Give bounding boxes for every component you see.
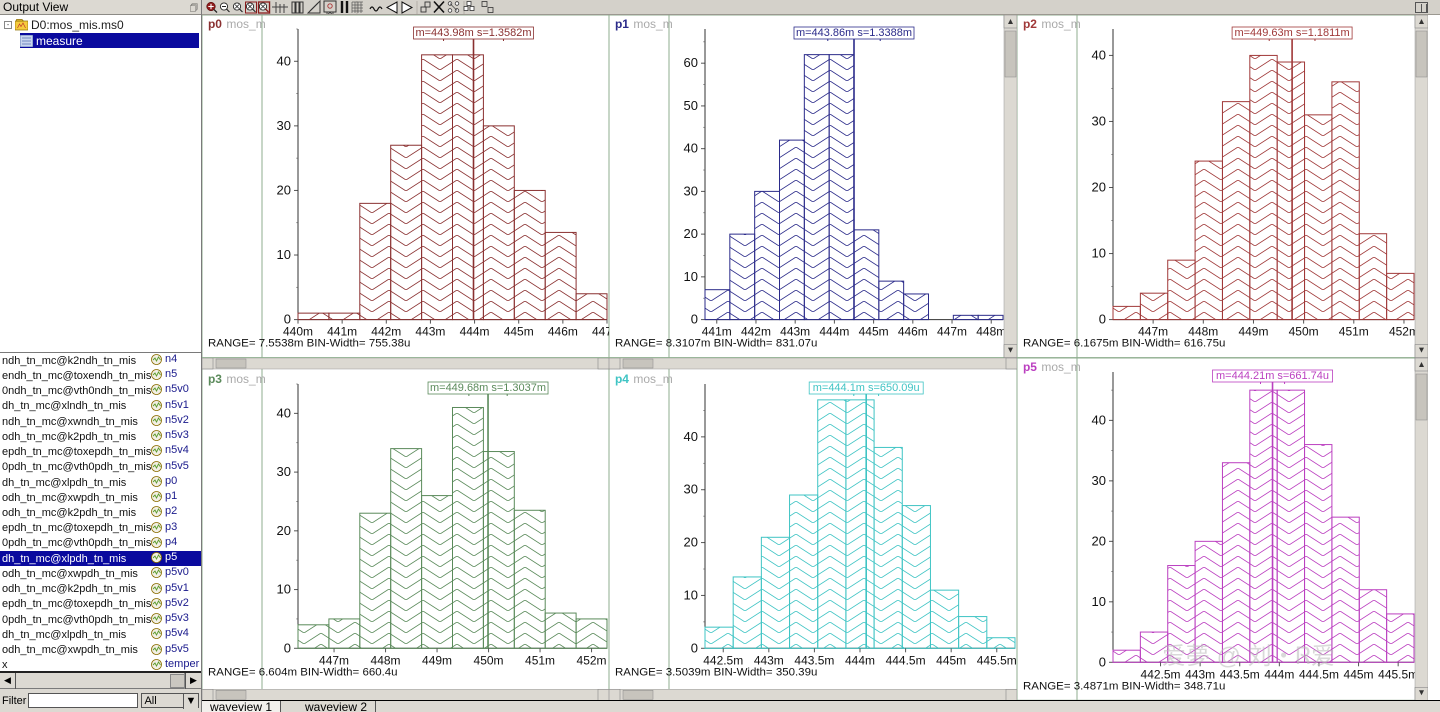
- svg-text:20: 20: [684, 226, 698, 241]
- svg-text:10: 10: [1092, 593, 1106, 608]
- svg-text:RANGE= 8.3107m BIN-Width= 831: RANGE= 8.3107m BIN-Width= 831.07u: [615, 338, 817, 350]
- svg-text:m=444.1m s=650.09u: m=444.1m s=650.09u: [813, 382, 920, 394]
- svg-text:447m: 447m: [592, 325, 609, 339]
- svg-text:449m: 449m: [422, 653, 452, 667]
- svg-text:0: 0: [691, 312, 698, 327]
- svg-text:451m: 451m: [525, 653, 555, 667]
- svg-text:445.5m: 445.5m: [1378, 667, 1418, 681]
- svg-text:446m: 446m: [548, 325, 578, 339]
- svg-text:p0: p0: [208, 17, 222, 31]
- svg-text:442.5m: 442.5m: [703, 653, 743, 667]
- svg-text:20: 20: [684, 534, 698, 549]
- svg-text:444.5m: 444.5m: [1299, 667, 1339, 681]
- svg-text:443.5m: 443.5m: [794, 653, 834, 667]
- svg-text:p2: p2: [1023, 17, 1037, 31]
- svg-text:442m: 442m: [371, 325, 401, 339]
- svg-text:442m: 442m: [741, 325, 771, 339]
- svg-text:447m: 447m: [937, 325, 967, 339]
- svg-text:444m: 444m: [845, 653, 875, 667]
- svg-text:RANGE= 7.5538m BIN-Width= 755: RANGE= 7.5538m BIN-Width= 755.38u: [208, 338, 410, 350]
- svg-text:30: 30: [1092, 472, 1106, 487]
- svg-text:30: 30: [684, 183, 698, 198]
- svg-text:442.5m: 442.5m: [1141, 667, 1181, 681]
- svg-text:441m: 441m: [702, 325, 732, 339]
- svg-text:30: 30: [277, 464, 291, 479]
- svg-text:30: 30: [684, 481, 698, 496]
- svg-text:30: 30: [1092, 113, 1106, 128]
- svg-text:60: 60: [684, 55, 698, 70]
- svg-text:448m: 448m: [1188, 325, 1218, 339]
- svg-text:443m: 443m: [754, 653, 784, 667]
- svg-text:450m: 450m: [474, 653, 504, 667]
- svg-text:mos_m: mos_m: [633, 17, 672, 31]
- svg-text:20: 20: [1092, 533, 1106, 548]
- svg-text:443m: 443m: [780, 325, 810, 339]
- svg-text:448m: 448m: [371, 653, 401, 667]
- svg-text:p4: p4: [615, 372, 629, 386]
- svg-text:m=443.86m s=1.3388m: m=443.86m s=1.3388m: [796, 27, 912, 39]
- svg-text:p3: p3: [208, 372, 222, 386]
- svg-text:441m: 441m: [327, 325, 357, 339]
- svg-text:m=443.98m s=1.3582m: m=443.98m s=1.3582m: [415, 27, 531, 39]
- svg-text:10: 10: [684, 269, 698, 284]
- svg-text:RANGE= 6.604m BIN-Width= 660.: RANGE= 6.604m BIN-Width= 660.4u: [208, 666, 398, 678]
- svg-text:RANGE= 3.5039m BIN-Width= 350: RANGE= 3.5039m BIN-Width= 350.39u: [615, 666, 817, 678]
- svg-text:p1: p1: [615, 17, 629, 31]
- svg-text:443m: 443m: [415, 325, 445, 339]
- svg-text:20: 20: [277, 182, 291, 197]
- svg-text:20: 20: [1092, 180, 1106, 195]
- svg-text:445m: 445m: [504, 325, 534, 339]
- svg-text:mos_m: mos_m: [226, 372, 265, 386]
- svg-text:m=449.68m s=1.3037m: m=449.68m s=1.3037m: [430, 382, 546, 394]
- svg-text:10: 10: [277, 581, 291, 596]
- svg-text:10: 10: [1092, 246, 1106, 261]
- svg-text:445m: 445m: [936, 653, 966, 667]
- svg-text:40: 40: [1092, 47, 1106, 62]
- svg-text:mos_m: mos_m: [1041, 360, 1080, 374]
- svg-text:mos_m: mos_m: [1041, 17, 1080, 31]
- svg-text:446m: 446m: [898, 325, 928, 339]
- svg-text:p5: p5: [1023, 360, 1037, 374]
- svg-text:444m: 444m: [819, 325, 849, 339]
- svg-text:452m: 452m: [577, 653, 607, 667]
- svg-text:451m: 451m: [1339, 325, 1369, 339]
- svg-text:0: 0: [1099, 312, 1106, 327]
- svg-text:20: 20: [277, 522, 291, 537]
- svg-text:445m: 445m: [859, 325, 889, 339]
- svg-text:10: 10: [684, 587, 698, 602]
- svg-text:40: 40: [277, 53, 291, 68]
- svg-text:m=444.21m s=661.74u: m=444.21m s=661.74u: [1216, 370, 1329, 382]
- svg-text:RANGE= 3.4871m BIN-Width= 348: RANGE= 3.4871m BIN-Width= 348.71u: [1023, 680, 1225, 692]
- svg-text:40: 40: [1092, 412, 1106, 427]
- svg-text:448m: 448m: [976, 325, 1006, 339]
- svg-text:RANGE= 6.1675m BIN-Width= 616: RANGE= 6.1675m BIN-Width= 616.75u: [1023, 338, 1225, 350]
- svg-text:m=449.63m s=1.1811m: m=449.63m s=1.1811m: [1234, 27, 1349, 39]
- svg-text:444m: 444m: [1264, 667, 1294, 681]
- svg-text:mos_m: mos_m: [633, 372, 672, 386]
- svg-text:444m: 444m: [460, 325, 490, 339]
- svg-text:0: 0: [1099, 654, 1106, 669]
- svg-text:445.5m: 445.5m: [977, 653, 1017, 667]
- svg-text:0: 0: [691, 640, 698, 655]
- svg-text:447m: 447m: [319, 653, 349, 667]
- svg-text:450m: 450m: [1289, 325, 1319, 339]
- svg-text:50: 50: [684, 98, 698, 113]
- svg-text:443.5m: 443.5m: [1220, 667, 1260, 681]
- svg-text:440m: 440m: [283, 325, 313, 339]
- svg-text:445m: 445m: [1344, 667, 1374, 681]
- svg-text:0: 0: [284, 640, 291, 655]
- svg-text:40: 40: [277, 405, 291, 420]
- svg-text:40: 40: [684, 141, 698, 156]
- svg-text:30: 30: [277, 118, 291, 133]
- svg-text:40: 40: [684, 428, 698, 443]
- svg-text:444.5m: 444.5m: [886, 653, 926, 667]
- svg-text:452m: 452m: [1389, 325, 1419, 339]
- svg-text:443m: 443m: [1185, 667, 1215, 681]
- svg-text:mos_m: mos_m: [226, 17, 265, 31]
- svg-text:447m: 447m: [1138, 325, 1168, 339]
- svg-text:449m: 449m: [1238, 325, 1268, 339]
- svg-text:10: 10: [277, 247, 291, 262]
